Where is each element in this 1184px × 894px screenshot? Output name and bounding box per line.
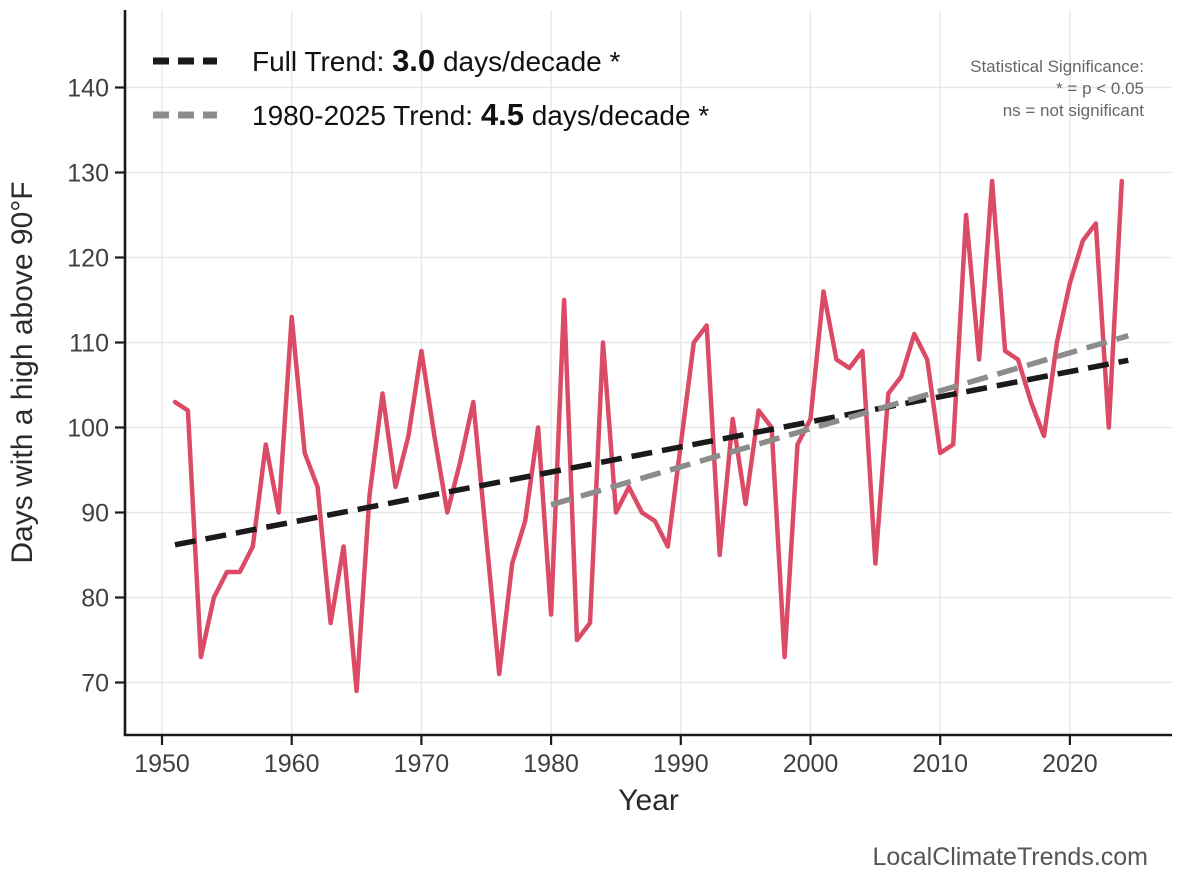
significance-note-title: Statistical Significance:: [970, 57, 1144, 76]
recent-trend-label-prefix: 1980-2025 Trend:: [252, 100, 481, 131]
y-tick-label-100: 100: [67, 415, 109, 443]
watermark: LocalClimateTrends.com: [872, 843, 1148, 871]
significance-note: Statistical Significance: * = p < 0.05 n…: [970, 56, 1144, 122]
recent-trend-line: [550, 333, 1130, 508]
significance-note-star: * = p < 0.05: [1056, 79, 1144, 98]
y-tick-label-70: 70: [81, 670, 109, 698]
y-tick-label-110: 110: [69, 330, 109, 358]
y-tick-label-130: 130: [67, 160, 109, 188]
x-tick-label-1970: 1970: [394, 750, 450, 778]
x-tick-label-1990: 1990: [653, 750, 709, 778]
full-trend-label-suffix: days/decade *: [435, 46, 621, 77]
y-axis-title: Days with a high above 90°F: [6, 181, 39, 563]
x-tick-label-1960: 1960: [264, 750, 320, 778]
full-trend-label-prefix: Full Trend:: [252, 46, 393, 77]
recent-trend-label-suffix: days/decade *: [523, 100, 710, 131]
y-tick-label-120: 120: [67, 245, 109, 273]
significance-note-ns: ns = not significant: [1002, 101, 1144, 120]
legend-item-recent-trend: 1980-2025 Trend: 4.5 days/decade *: [152, 94, 709, 136]
x-tick-label-1950: 1950: [134, 750, 190, 778]
y-tick-label-140: 140: [67, 75, 109, 103]
full-trend-label: Full Trend: 3.0 days/decade *: [252, 43, 620, 79]
full-trend-dash-swatch: [153, 57, 217, 65]
x-tick-label-2020: 2020: [1042, 750, 1098, 778]
legend-item-full-trend: Full Trend: 3.0 days/decade *: [152, 40, 709, 82]
x-tick-label-2000: 2000: [783, 750, 839, 778]
y-tick-label-90: 90: [81, 500, 109, 528]
days-above-90F-annual: [172, 178, 1125, 694]
x-axis-title: Year: [618, 784, 679, 817]
x-tick-label-2010: 2010: [912, 750, 968, 778]
recent-trend-value: 4.5: [480, 97, 524, 132]
trend-legend: Full Trend: 3.0 days/decade * 1980-2025 …: [152, 40, 709, 148]
recent-trend-dash-swatch: [153, 111, 217, 119]
x-tick-label-1980: 1980: [523, 750, 579, 778]
recent-trend-label: 1980-2025 Trend: 4.5 days/decade *: [252, 97, 709, 133]
y-tick-label-80: 80: [81, 585, 109, 613]
full-trend-line: [174, 357, 1129, 548]
full-trend-value: 3.0: [392, 43, 436, 78]
